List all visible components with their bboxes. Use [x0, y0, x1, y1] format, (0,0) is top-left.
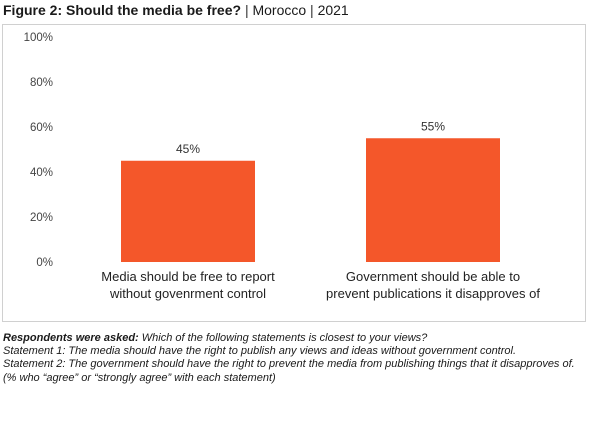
statement-1: Statement 1: The media should have the r… [3, 345, 517, 358]
title-year: 2021 [317, 2, 349, 18]
y-tick-label: 20% [30, 212, 53, 224]
y-tick-label: 80% [30, 77, 53, 89]
question-line: Respondents were asked: Which of the fol… [3, 332, 597, 345]
question-text: Which of the following statements is clo… [138, 332, 428, 344]
bar [121, 160, 255, 262]
y-tick-label: 0% [36, 257, 53, 269]
category-label: without govenrment control [109, 286, 266, 301]
chart-notes: Respondents were asked: Which of the fol… [3, 332, 597, 385]
statement-2: Statement 2: The government should have … [3, 358, 575, 371]
title-separator: | [244, 2, 249, 18]
category-label: prevent publications it disapproves of [326, 286, 540, 301]
figure-title: Figure 2: Should the media be free? | Mo… [3, 2, 349, 18]
category-label: Government should be able to [346, 269, 520, 284]
title-country: Morocco [252, 2, 307, 18]
figure-title-main: Figure 2: Should the media be free? [3, 2, 242, 18]
measure-note: (% who “agree” or “strongly agree” with … [3, 371, 276, 384]
category-label: Media should be free to report [101, 269, 275, 284]
y-tick-label: 40% [30, 167, 53, 179]
bar-chart: 0% 20% 40% 60% 80% 100% 45% Media should be fre… [24, 32, 541, 301]
respondents-asked-label: Respondents were asked: [3, 332, 139, 344]
title-separator: | [310, 2, 314, 18]
y-tick-label: 60% [30, 122, 53, 134]
data-label: 45% [176, 142, 200, 156]
bar [366, 138, 500, 262]
data-label: 55% [421, 119, 445, 133]
chart-container: 0% 20% 40% 60% 80% 100% 45% Media should be fre… [2, 24, 586, 322]
y-tick-label: 100% [24, 32, 53, 44]
